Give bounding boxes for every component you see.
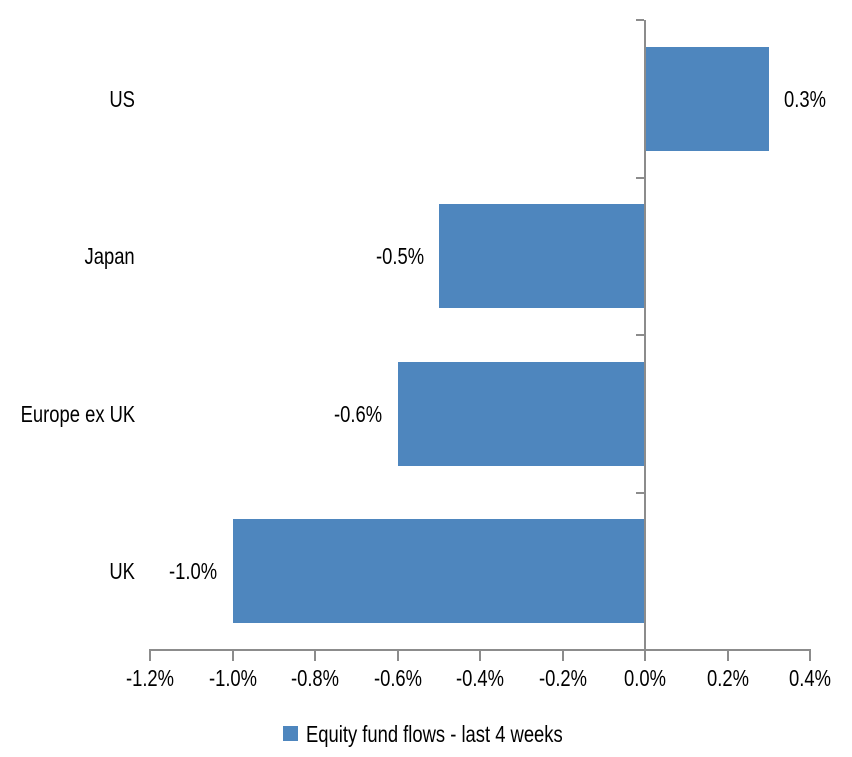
data-label: 0.3%: [783, 86, 826, 112]
bar: [397, 361, 645, 466]
category-label: UK: [109, 558, 135, 584]
bar: [438, 204, 645, 309]
y-axis-tick: [636, 649, 644, 651]
x-axis-tick: [726, 650, 729, 661]
legend-marker-icon: [283, 726, 298, 741]
data-label: -0.5%: [375, 243, 424, 269]
x-axis-tick: [479, 650, 481, 661]
category-label: US: [109, 86, 135, 112]
x-tick-label: -0.6%: [373, 665, 422, 691]
bar: [232, 519, 645, 624]
y-axis-tick: [636, 19, 644, 21]
x-axis-tick: [231, 650, 234, 661]
x-axis-tick: [561, 650, 564, 661]
x-tick-label: 0.4%: [789, 665, 831, 691]
x-tick-label: 0.0%: [624, 665, 666, 691]
x-axis-tick: [314, 650, 316, 661]
data-label: -0.6%: [334, 401, 383, 427]
y-axis-tick: [636, 491, 644, 494]
x-tick-label: -0.2%: [538, 665, 587, 691]
x-tick-label: 0.2%: [706, 665, 749, 691]
bar: [645, 46, 769, 151]
x-axis-tick: [396, 650, 399, 661]
x-axis-tick: [644, 650, 646, 661]
x-tick-label: -1.2%: [125, 665, 175, 691]
y-axis-tick: [636, 334, 644, 336]
x-tick-label: -0.8%: [290, 665, 340, 691]
x-axis-tick: [149, 650, 151, 661]
x-axis-tick: [809, 650, 811, 661]
legend-label: Equity fund flows - last 4 weeks: [306, 721, 563, 747]
category-label: Japan: [84, 243, 135, 269]
x-tick-label: -1.0%: [208, 665, 257, 691]
x-tick-label: -0.4%: [455, 665, 505, 691]
data-label: -1.0%: [169, 558, 218, 584]
y-axis-line: [644, 20, 646, 661]
category-label: Europe ex UK: [20, 401, 135, 427]
y-axis-tick: [636, 176, 644, 179]
